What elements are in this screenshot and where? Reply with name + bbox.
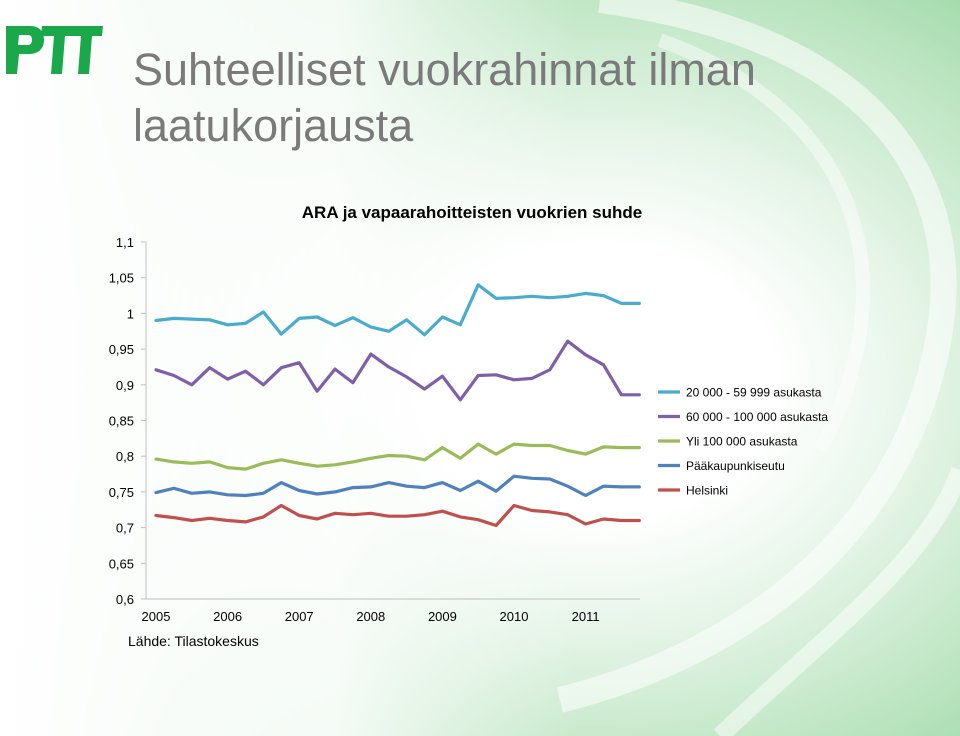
legend-label: 60 000 - 100 000 asukasta [686,410,828,424]
series-line-4 [154,474,641,498]
y-axis-ticks: 1,1 1,05 1 0,95 0,9 0,85 0,8 0,75 0,7 0,65 0,6 [109,235,146,607]
y-tick-label: 0,85 [109,414,134,429]
series-line-2 [154,339,641,402]
y-tick-label: 0,7 [116,521,134,536]
y-tick-label: 0,95 [109,342,134,357]
legend: 20 000 - 59 999 asukasta 60 000 - 100 000… [658,386,828,498]
x-tick-label: 2006 [213,609,242,624]
source-note: Lähde: Tilastokeskus [128,633,259,649]
y-tick-label: 0,9 [116,378,134,393]
slide-title-line-2: laatukorjausta [133,100,414,151]
legend-label: Pääkaupunkiseutu [686,459,785,473]
y-tick-label: 1,1 [116,235,134,250]
x-tick-label: 2008 [356,609,385,624]
x-tick-label: 2005 [142,609,171,624]
x-tick-label: 2010 [500,609,529,624]
series-line-1 [154,283,641,337]
legend-label: Yli 100 000 asukasta [686,435,798,449]
legend-label: Helsinki [686,484,728,498]
x-tick-label: 2011 [572,609,600,624]
series-lines [154,283,641,528]
x-axis-ticks: 2005 2006 2007 2008 2009 2010 2011 [142,609,600,624]
x-tick-label: 2007 [285,609,314,624]
x-tick-label: 2009 [428,609,457,624]
y-tick-label: 0,65 [109,556,134,571]
series-line-3 [154,442,641,471]
ptt-logo [6,26,103,74]
y-tick-label: 0,6 [116,592,134,607]
y-tick-label: 1 [127,306,134,321]
y-tick-label: 1,05 [109,271,134,286]
series-line-5 [154,503,641,528]
slide-title-line-1: Suhteelliset vuokrahinnat ilman [133,44,756,95]
chart-title: ARA ja vapaarahoitteisten vuokrien suhde [302,203,642,222]
legend-label: 20 000 - 59 999 asukasta [686,386,822,400]
y-tick-label: 0,8 [116,449,134,464]
slide-title: Suhteelliset vuokrahinnat ilman laatukor… [133,42,933,154]
y-tick-label: 0,75 [109,485,134,500]
